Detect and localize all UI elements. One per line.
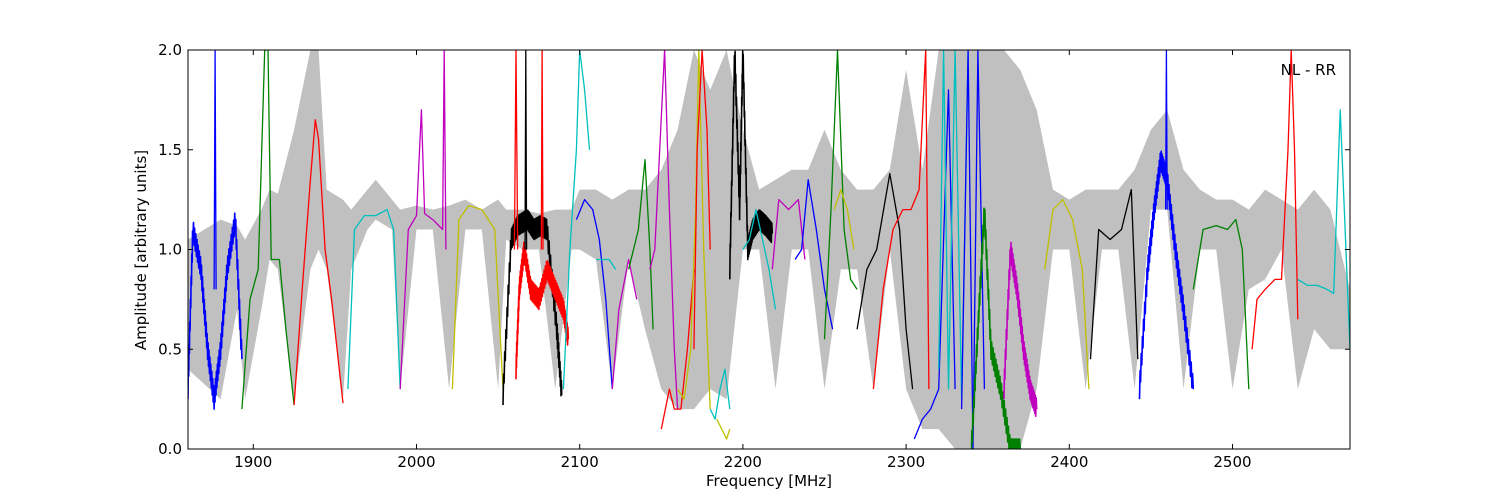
series-line-cyan-14 bbox=[596, 258, 617, 270]
series-line-black-29 bbox=[856, 173, 914, 390]
y-tick-label: 1.5 bbox=[158, 141, 182, 159]
series-line-blue-1 bbox=[213, 50, 217, 290]
x-axis-label: Frequency [MHz] bbox=[706, 472, 832, 490]
series-line-blue-0 bbox=[188, 212, 243, 410]
y-tick-label: 0.0 bbox=[158, 440, 182, 458]
series-line-magenta-17 bbox=[649, 50, 679, 410]
series-line-blue-26 bbox=[794, 179, 834, 330]
y-axis-ticks: 0.0 0.5 1.0 1.5 2.0 bbox=[158, 41, 1350, 458]
series-line-black-23 bbox=[729, 50, 774, 280]
series-line-blue-33 bbox=[960, 50, 986, 449]
series-line-cyan-24 bbox=[742, 208, 777, 310]
series-line-yellow-36 bbox=[1044, 198, 1090, 390]
series-line-yellow-28 bbox=[833, 188, 855, 250]
series-line-red-9 bbox=[513, 50, 519, 250]
y-axis-label: Amplitude [arbitrary units] bbox=[132, 150, 150, 350]
x-tick-label: 1900 bbox=[234, 453, 272, 471]
y-tick-label: 0.5 bbox=[158, 340, 182, 358]
x-tick-label: 2100 bbox=[561, 453, 599, 471]
series-line-green-40 bbox=[1192, 218, 1250, 390]
series-line-red-3 bbox=[293, 119, 344, 406]
x-tick-label: 2200 bbox=[724, 453, 762, 471]
series-line-blue-38 bbox=[1138, 150, 1195, 400]
x-tick-label: 2000 bbox=[397, 453, 435, 471]
series-line-cyan-42 bbox=[1297, 109, 1350, 350]
series-line-magenta-35 bbox=[1003, 241, 1038, 417]
series-line-magenta-5 bbox=[399, 50, 447, 390]
series-line-magenta-15 bbox=[611, 258, 638, 390]
series-line-blue-39 bbox=[1164, 50, 1168, 210]
series-line-green-2 bbox=[241, 50, 295, 410]
series-line-red-8 bbox=[515, 241, 570, 380]
series-line-yellow-22 bbox=[716, 418, 731, 440]
y-tick-label: 2.0 bbox=[158, 41, 182, 59]
panel-annotation: NL - RR bbox=[1281, 61, 1336, 79]
y-tick-label: 1.0 bbox=[158, 241, 182, 259]
x-tick-label: 2300 bbox=[887, 453, 925, 471]
series-line-green-27 bbox=[823, 50, 858, 340]
series-line-green-16 bbox=[627, 159, 654, 330]
series-line-red-41 bbox=[1251, 50, 1299, 350]
plot-area bbox=[188, 50, 1350, 449]
series-group bbox=[188, 50, 1350, 449]
series-line-yellow-6 bbox=[451, 204, 504, 390]
series-line-black-37 bbox=[1089, 188, 1139, 360]
background-envelope bbox=[188, 50, 1350, 449]
x-axis-ticks: 1900 2000 2100 2200 2300 2400 2500 bbox=[234, 50, 1252, 471]
x-tick-label: 2500 bbox=[1213, 453, 1251, 471]
series-line-cyan-21 bbox=[709, 368, 731, 420]
series-line-black-10 bbox=[524, 50, 528, 250]
series-line-green-34 bbox=[970, 207, 1022, 449]
series-line-cyan-4 bbox=[347, 208, 401, 390]
series-line-blue-13 bbox=[575, 198, 613, 390]
series-line-blue-31 bbox=[913, 89, 956, 440]
series-line-red-11 bbox=[540, 50, 544, 250]
x-tick-label: 2400 bbox=[1050, 453, 1088, 471]
series-line-red-30 bbox=[872, 50, 930, 390]
series-line-red-18 bbox=[660, 269, 695, 430]
series-line-cyan-12 bbox=[562, 50, 591, 390]
series-line-magenta-25 bbox=[771, 198, 806, 270]
series-line-red-20 bbox=[693, 50, 711, 350]
